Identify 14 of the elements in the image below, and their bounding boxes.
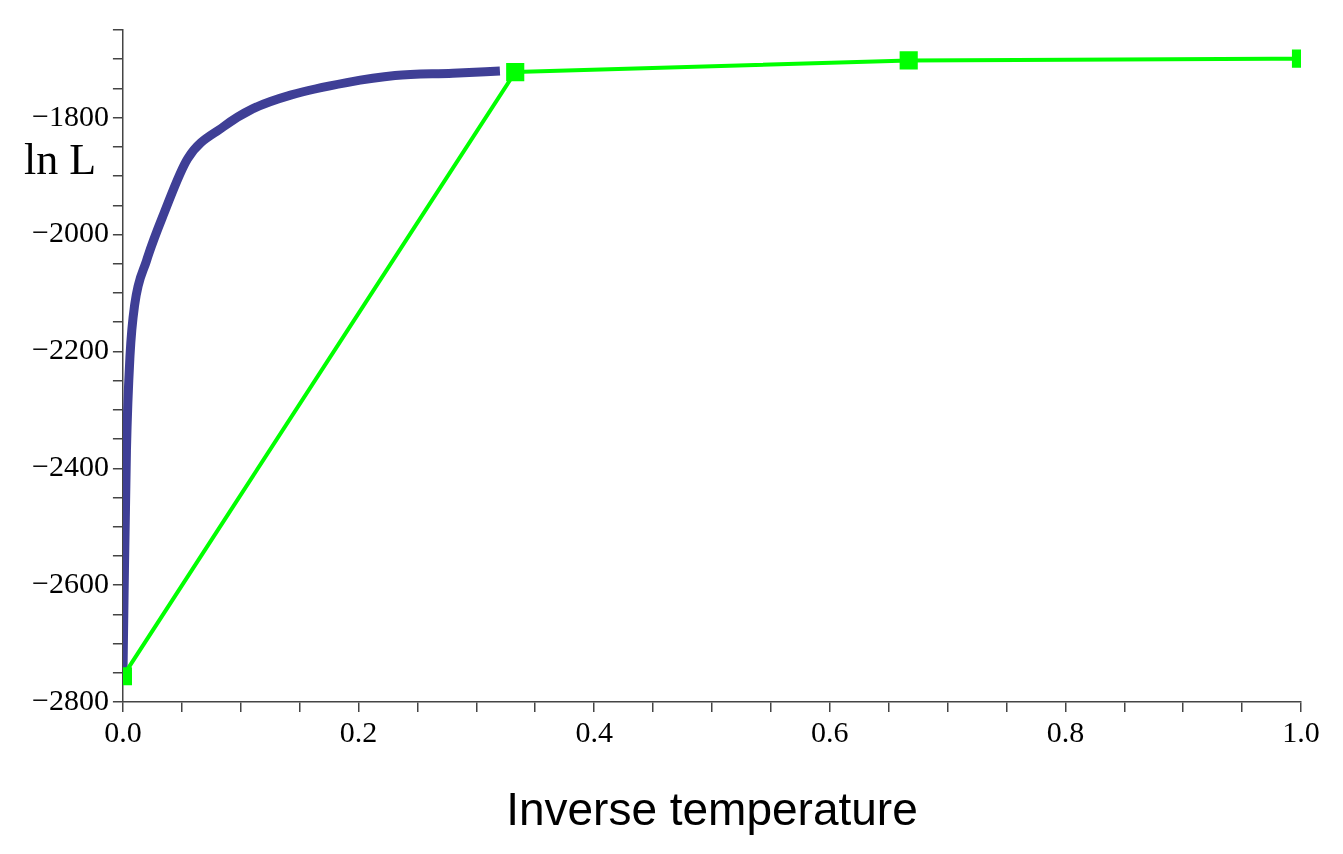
x-tick-label: 0.8 [1046,714,1085,748]
y-tick-label: −2600 [32,566,109,600]
x-tick-label: 1.0 [1282,714,1320,748]
y-tick-label: −2200 [32,332,109,366]
y-tick-label: −2800 [32,682,109,716]
y-axis-title: ln L [24,134,97,184]
y-tick-label: −2400 [32,449,109,483]
x-tick-label: 0.0 [104,714,142,748]
y-tick-label: −2000 [32,215,109,249]
x-axis-title: Inverse temperature [506,782,918,835]
y-tick-label: −1800 [32,98,109,132]
x-tick-label: 0.2 [339,714,378,748]
x-tick-label: 0.6 [811,714,849,748]
x-tick-label: 0.4 [575,714,613,748]
